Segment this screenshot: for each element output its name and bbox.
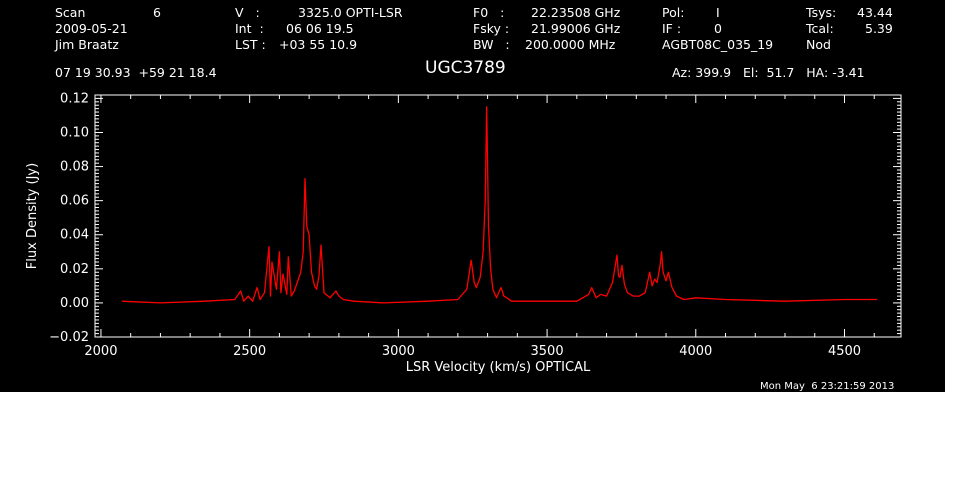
- lst-value: +03 55 10.9: [279, 37, 358, 52]
- integration-label: Int :: [235, 21, 264, 36]
- plot-frame: [94, 94, 902, 338]
- y-tick-label: 0.04: [60, 228, 89, 243]
- if-value: 0: [714, 21, 722, 36]
- polarization-value: I: [716, 5, 720, 20]
- lst-label: LST :: [235, 37, 266, 52]
- y-tick-label: 0.00: [60, 296, 89, 311]
- y-tick-label: 0.02: [60, 262, 89, 277]
- observing-mode: Nod: [806, 37, 831, 52]
- x-tick-label: 2500: [233, 344, 266, 359]
- velocity-label: V :: [235, 5, 260, 20]
- tcal-value: 5.39: [865, 21, 893, 36]
- source-coordinates: 07 19 30.93 +59 21 18.4: [55, 65, 217, 80]
- x-tick-label: 2000: [84, 344, 117, 359]
- tsys-label: Tsys:: [806, 5, 837, 20]
- bandwidth-label: BW :: [473, 37, 510, 52]
- y-tick-label: 0.12: [60, 91, 89, 106]
- y-tick-label: 0.06: [60, 194, 89, 209]
- tcal-label: Tcal:: [806, 21, 834, 36]
- f0-value: 22.23508 GHz: [531, 5, 621, 20]
- spectrum-chart: 2000 2500 3000 3500 4000 4500 −0.02 0.00 0.02 0.0…: [25, 91, 902, 375]
- project-id: AGBT08C_035_19: [662, 37, 774, 52]
- integration-value: 06 06 19.5: [286, 21, 354, 36]
- az-el-ha: Az: 399.9 El: 51.7 HA: -3.41: [672, 65, 865, 80]
- scan-label: Scan: [55, 5, 86, 20]
- y-tick-label: 0.08: [60, 160, 89, 175]
- x-tick-label: 4000: [679, 344, 712, 359]
- plot-panel: [0, 0, 945, 392]
- plot-timestamp: Mon May 6 23:21:59 2013: [760, 381, 895, 392]
- scan-value: 6: [153, 5, 161, 20]
- fsky-value: 21.99006 GHz: [531, 21, 621, 36]
- polarization-label: Pol:: [662, 5, 685, 20]
- x-axis-label: LSR Velocity (km/s) OPTICAL: [406, 360, 591, 375]
- y-axis-label: Flux Density (Jy): [25, 163, 40, 269]
- x-tick-label: 4500: [828, 344, 861, 359]
- f0-label: F0 :: [473, 5, 505, 20]
- source-name: UGC3789: [425, 58, 506, 78]
- observer-name: Jim Braatz: [55, 37, 119, 52]
- spectrum-line: [121, 106, 878, 304]
- velocity-value: 3325.0 OPTI-LSR: [298, 5, 403, 20]
- if-label: IF :: [662, 21, 682, 36]
- y-tick-label: 0.10: [60, 125, 89, 140]
- x-tick-label: 3500: [531, 344, 564, 359]
- observation-date: 2009-05-21: [55, 21, 128, 36]
- fsky-label: Fsky :: [473, 21, 510, 36]
- x-tick-label: 3000: [382, 344, 415, 359]
- y-tick-label: −0.02: [49, 330, 89, 345]
- tsys-value: 43.44: [857, 5, 893, 20]
- bandwidth-value: 200.0000 MHz: [525, 37, 616, 52]
